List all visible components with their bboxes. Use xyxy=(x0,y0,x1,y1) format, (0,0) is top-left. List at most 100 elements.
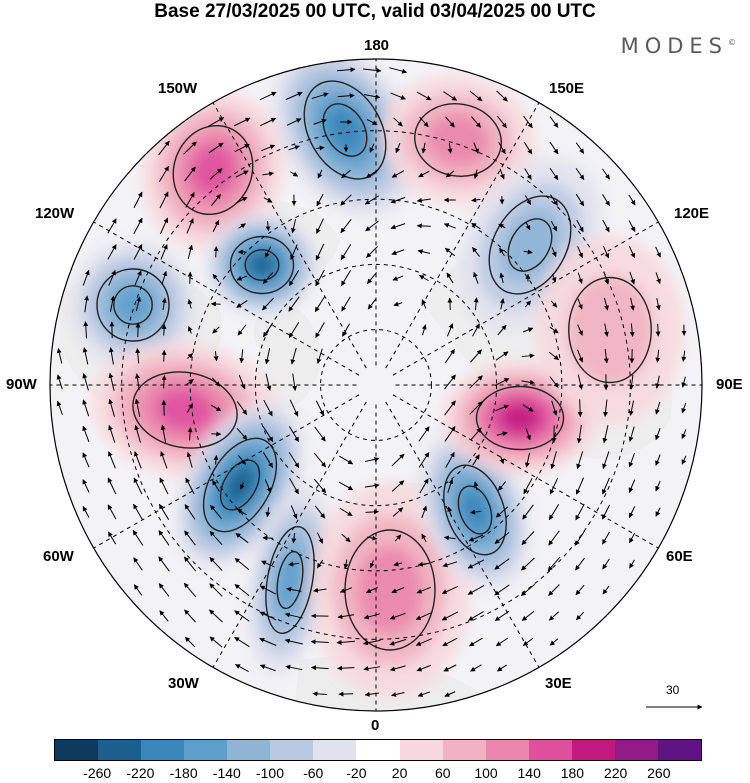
colorbar-tick-label: -20 xyxy=(346,765,367,781)
wind-arrow xyxy=(237,455,247,465)
wind-arrow xyxy=(549,141,559,155)
wind-arrow xyxy=(288,452,300,469)
wind-arrow xyxy=(575,557,585,571)
anomaly-shading xyxy=(499,208,561,282)
wind-arrow xyxy=(209,609,223,623)
wind-arrow xyxy=(447,478,454,493)
wind-arrow xyxy=(109,295,116,312)
wind-arrow xyxy=(602,168,610,180)
wind-arrow xyxy=(602,245,610,259)
wind-arrow xyxy=(499,272,505,284)
wind-arrow xyxy=(550,220,558,232)
wind-arrow xyxy=(548,504,560,521)
wind-arrow xyxy=(133,244,143,260)
wind-arrow xyxy=(314,505,326,519)
colorbar-tick-label: 140 xyxy=(517,765,541,781)
meridian-line xyxy=(212,401,367,668)
wind-arrow xyxy=(421,324,427,336)
wind-arrow xyxy=(524,195,532,206)
wind-arrow xyxy=(444,374,456,390)
meridian-line xyxy=(212,102,367,369)
wind-arrow xyxy=(82,452,90,468)
wind-arrow xyxy=(235,170,249,178)
wind-arrow xyxy=(575,503,585,521)
wind-arrow xyxy=(289,399,299,417)
wind-arrow xyxy=(394,534,402,542)
wind-arrow xyxy=(208,142,224,154)
colorbar-tick-label: 180 xyxy=(560,765,585,781)
wind-arrow xyxy=(419,478,429,494)
wind-arrow xyxy=(210,504,222,520)
anomaly-contour xyxy=(96,268,170,342)
wind-arrow xyxy=(389,612,406,620)
wind-arrow xyxy=(417,249,431,255)
colorbar-tick-label: -260 xyxy=(83,765,112,781)
wind-arrow xyxy=(187,427,193,441)
modes-logo: MODES© xyxy=(621,34,736,58)
wind-arrow xyxy=(262,426,274,442)
wind-arrow xyxy=(133,477,143,495)
wind-arrow xyxy=(291,532,297,544)
wind-arrow xyxy=(549,351,560,361)
wind-arrow xyxy=(286,118,302,126)
wind-arrow xyxy=(523,477,533,495)
wind-arrow xyxy=(364,483,380,489)
wind-arrow xyxy=(240,482,245,490)
wind-arrow xyxy=(184,166,196,182)
wind-arrow xyxy=(363,94,381,100)
lon-label-150e: 150E xyxy=(549,80,585,97)
wind-arrow xyxy=(442,637,458,647)
wind-arrow xyxy=(288,426,300,443)
wind-arrow xyxy=(234,557,250,571)
colorbar-tick-label: -220 xyxy=(126,765,155,781)
wind-arrow xyxy=(314,296,326,313)
anomaly-contour xyxy=(202,437,278,533)
wind-arrow xyxy=(261,560,275,568)
wind-arrow xyxy=(84,295,90,313)
wind-arrow xyxy=(107,218,117,234)
wind-arrow xyxy=(628,426,635,442)
wind-arrow xyxy=(628,506,636,519)
anomaly-contour xyxy=(219,459,261,511)
wind-arrow xyxy=(132,530,144,546)
wind-arrow xyxy=(365,220,379,232)
wind-arrow xyxy=(418,170,430,178)
wind-arrow xyxy=(184,636,196,648)
wind-arrow xyxy=(602,585,610,595)
wind-arrow xyxy=(681,376,687,388)
wind-arrow xyxy=(575,611,585,621)
wind-arrow xyxy=(395,143,401,154)
wind-arrow xyxy=(260,117,277,127)
wind-arrow xyxy=(236,196,248,204)
wind-arrow xyxy=(576,451,584,470)
wind-arrow xyxy=(341,169,351,179)
wind-scale-label: 30 xyxy=(666,683,680,697)
wind-arrow xyxy=(135,296,142,312)
wind-arrow xyxy=(367,535,378,541)
wind-arrow xyxy=(108,269,116,286)
wind-arrow xyxy=(341,296,351,312)
wind-arrow xyxy=(418,452,430,468)
wind-arrow xyxy=(655,401,661,415)
wind-arrow xyxy=(262,535,274,541)
wind-arrow xyxy=(681,402,687,414)
wind-arrow xyxy=(134,451,142,469)
wind-arrow xyxy=(364,457,380,462)
wind-arrow xyxy=(442,561,458,568)
wind-arrow xyxy=(108,398,115,417)
wind-arrow xyxy=(234,636,250,648)
anomaly-shading xyxy=(249,253,275,277)
wind-arrow xyxy=(577,246,583,259)
wind-arrow xyxy=(629,323,635,337)
wind-arrow xyxy=(340,244,352,261)
wind-arrow xyxy=(316,559,324,569)
anomaly-contour xyxy=(276,550,304,610)
wind-arrow xyxy=(313,587,327,593)
colorbar-tick-label: -180 xyxy=(169,765,198,781)
wind-arrow xyxy=(365,587,378,593)
wind-arrow xyxy=(391,480,405,492)
wind-arrow xyxy=(82,506,90,518)
wind-arrow xyxy=(259,91,277,101)
wind-arrow xyxy=(186,378,194,386)
lon-label-30w: 30W xyxy=(168,675,199,692)
